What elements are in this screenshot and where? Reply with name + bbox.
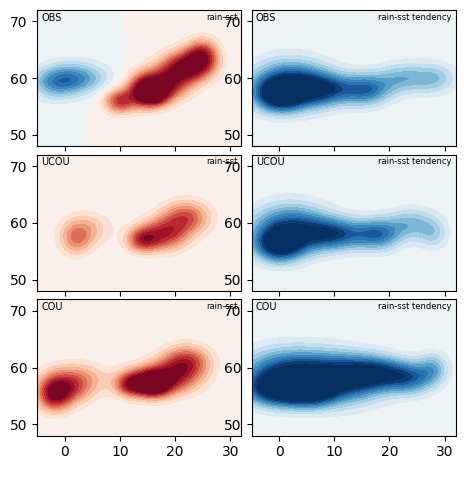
Text: rain-sst tendency: rain-sst tendency [378, 12, 452, 22]
Text: UCOU: UCOU [41, 158, 70, 168]
Text: rain-sst tendency: rain-sst tendency [378, 158, 452, 166]
Text: OBS: OBS [256, 12, 276, 22]
Text: rain-sst: rain-sst [206, 302, 237, 311]
Text: rain-sst: rain-sst [206, 158, 237, 166]
Text: rain-sst tendency: rain-sst tendency [378, 302, 452, 311]
Text: OBS: OBS [41, 12, 62, 22]
Text: rain-sst: rain-sst [206, 12, 237, 22]
Text: COU: COU [256, 302, 277, 312]
Text: UCOU: UCOU [256, 158, 284, 168]
Text: COU: COU [41, 302, 63, 312]
